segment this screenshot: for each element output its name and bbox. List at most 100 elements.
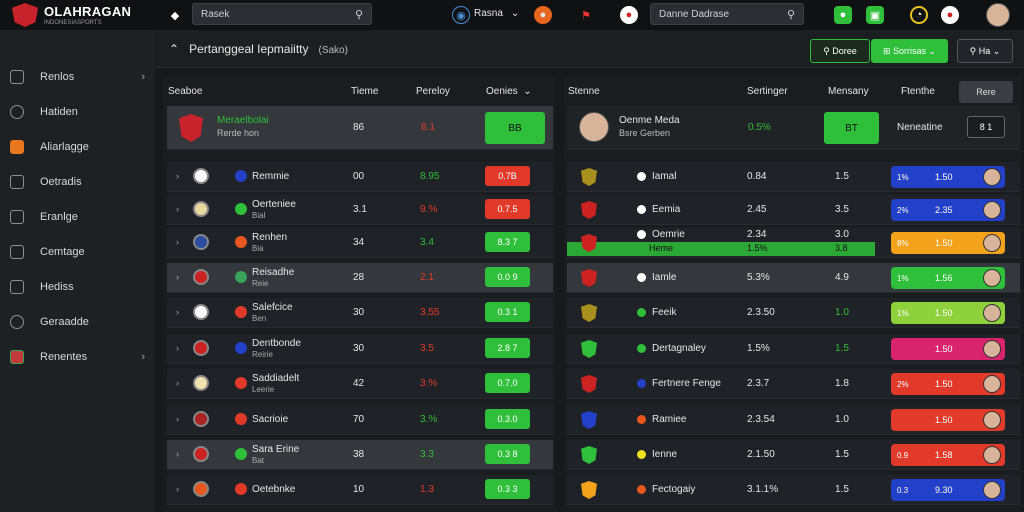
expand-icon[interactable]: › — [176, 171, 179, 181]
team-search-input[interactable]: Danne Dadrase ⚲ — [650, 3, 804, 25]
column-header-team[interactable]: Seaboe — [168, 86, 203, 97]
table-row[interactable]: Eemia 2.45 3.5 2% 2.35 — [567, 195, 1020, 225]
brand-logo[interactable]: OLAHRAGAN INDONESIASPORTS — [12, 3, 131, 27]
expand-icon[interactable]: › — [176, 204, 179, 214]
table-row[interactable]: Feeik 2.3.50 1.0 1% 1.50 — [567, 298, 1020, 328]
table-row[interactable]: Iamle 5.3% 4.9 1% 1.56 — [567, 263, 1020, 293]
sidebar-item-4[interactable]: Oetradis — [10, 172, 145, 192]
back-icon[interactable]: ⌃ — [169, 42, 180, 56]
table-row[interactable]: › Oerteniee Bial 3.1 9.% 0.7.5 — [167, 195, 553, 225]
table-row[interactable]: Dertagnaley 1.5% 1.5 1.50 — [567, 334, 1020, 364]
fire-icon[interactable]: ● — [534, 6, 552, 24]
expand-icon[interactable]: › — [176, 272, 179, 282]
search-input[interactable]: Rasek ⚲ — [192, 3, 372, 25]
odds-button[interactable]: 2.8 7 — [485, 338, 530, 358]
table-row[interactable]: Heme 1.5% 3.8 Oemrie 2.34 3.0 8% 1.50 — [567, 228, 1020, 258]
odds-button[interactable]: 0.3 3 — [485, 479, 530, 499]
odds-button[interactable]: 0.7B — [485, 166, 530, 186]
team-search-icon[interactable]: ⚲ — [786, 8, 795, 21]
table-row[interactable]: Ramiee 2.3.54 1.0 1.50 — [567, 405, 1020, 435]
form-chip[interactable]: 2% 1.50 — [891, 373, 1005, 395]
form-chip[interactable]: 1.50 — [891, 409, 1005, 431]
table-row[interactable]: › Salefcice Ben 30 3.55 0.3 1 — [167, 298, 553, 328]
odds-button[interactable]: 0.7.0 — [485, 373, 530, 393]
odds-button[interactable]: 0.7.5 — [485, 199, 530, 219]
search-icon[interactable]: ⚲ — [354, 8, 363, 21]
sidebar-item-3[interactable]: Aliarlagge — [10, 137, 145, 157]
menu-icon[interactable]: ◆ — [170, 9, 180, 22]
sidebar-item-9[interactable]: Renentes › — [10, 347, 145, 367]
sidebar-item-8[interactable]: Geraadde — [10, 312, 145, 332]
featured-player-row[interactable]: Oenme Meda Bsre Gerben 0.5% BT Neneatine… — [567, 106, 1020, 150]
featured-player-box[interactable]: 8 1 — [967, 116, 1005, 138]
settings-value: 2.3.54 — [747, 414, 775, 425]
table-row[interactable]: › Reisadhe Reie 28 2.1 0.0 9 — [167, 263, 553, 293]
sidebar-item-label: Renlos — [40, 71, 75, 83]
expand-icon[interactable]: › — [176, 343, 179, 353]
chat-icon[interactable]: ● — [834, 6, 852, 24]
flag-icon[interactable]: ⚑ — [581, 9, 591, 22]
column-header-settings[interactable]: Sertinger — [747, 86, 788, 97]
form-chip[interactable]: 1% 1.50 — [891, 166, 1005, 188]
sidebar-icon — [10, 315, 24, 329]
globe-icon[interactable]: ◉ — [452, 6, 470, 24]
form-chip[interactable]: 1.50 — [891, 338, 1005, 360]
sidebar-item-2[interactable]: Hatiden — [10, 102, 145, 122]
odds-button[interactable]: 0.3 1 — [485, 302, 530, 322]
sidebar-icon — [10, 70, 24, 84]
sidebar-item-5[interactable]: Eranlge — [10, 207, 145, 227]
search-button[interactable]: ⚲ Doree — [810, 39, 870, 63]
column-header-team[interactable]: Stenne — [568, 86, 600, 97]
clock-icon[interactable]: ◔ — [910, 6, 928, 24]
user-menu[interactable]: Rasna ⌄ — [474, 8, 519, 19]
avatar[interactable] — [986, 3, 1010, 27]
form-chip[interactable]: 8% 1.50 — [891, 232, 1005, 254]
table-row[interactable]: Ienne 2.1.50 1.5 0.9 1.58 — [567, 440, 1020, 470]
featured-row[interactable]: Meraelbolai Rerde hon 86 8.1 BB — [167, 106, 553, 150]
sidebar-item-7[interactable]: Hediss — [10, 277, 145, 297]
featured-odds-button[interactable]: BB — [485, 112, 545, 144]
odds-button[interactable]: 0.3 8 — [485, 444, 530, 464]
odds-button[interactable]: 0.3.0 — [485, 409, 530, 429]
table-row[interactable]: Fectogaiy 3.1.1% 1.5 0.3 9.30 — [567, 475, 1020, 505]
form-chip[interactable]: 0.9 1.58 — [891, 444, 1005, 466]
form-chip[interactable]: 1% 1.56 — [891, 267, 1005, 289]
column-header-form[interactable]: Ftenthe — [901, 86, 935, 97]
expand-icon[interactable]: › — [176, 484, 179, 494]
column-header-money[interactable]: Mensany — [828, 86, 869, 97]
expand-icon[interactable]: › — [176, 378, 179, 388]
table-row[interactable]: › Sacrioie 70 3.% 0.3.0 — [167, 405, 553, 435]
featured-player-odds-button[interactable]: BT — [824, 112, 879, 144]
expand-icon[interactable]: › — [176, 414, 179, 424]
form-chip[interactable]: 1% 1.50 — [891, 302, 1005, 324]
form-chip[interactable]: 0.3 9.30 — [891, 479, 1005, 501]
bookmark-icon[interactable]: ▣ — [866, 6, 884, 24]
expand-icon[interactable]: › — [176, 237, 179, 247]
column-header-period[interactable]: Pereloy — [416, 86, 450, 97]
table-row[interactable]: › Sara Erine Bat 38 3.3 0.3 8 — [167, 440, 553, 470]
table-row[interactable]: › Saddiadelt Leerie 42 3.% 0.7.0 — [167, 369, 553, 399]
odds-button[interactable]: 0.0 9 — [485, 267, 530, 287]
notification-icon[interactable]: ● — [941, 6, 959, 24]
find-button[interactable]: ⚲ Ha ⌄ — [957, 39, 1013, 63]
column-header-odds[interactable]: Oenies ⌄ — [486, 86, 532, 97]
table-row[interactable]: › Remmie 00 8.95 0.7B — [167, 162, 553, 192]
filter-button[interactable]: ⊞ Sorrisas ⌄ — [871, 39, 948, 63]
column-header-time[interactable]: Tieme — [351, 86, 379, 97]
expand-icon[interactable]: › — [176, 449, 179, 459]
table-row[interactable]: Iamal 0.84 1.5 1% 1.50 — [567, 162, 1020, 192]
odds-button[interactable]: 8.3 7 — [485, 232, 530, 252]
sidebar-item-1[interactable]: Renlos › — [10, 67, 145, 87]
table-row[interactable]: Fertnere Fenge 2.3.7 1.8 2% 1.50 — [567, 369, 1020, 399]
team-sub: Reirie — [252, 350, 273, 359]
expand-icon[interactable]: › — [176, 307, 179, 317]
club-badge-icon[interactable]: ● — [620, 6, 638, 24]
table-row[interactable]: › Oetebnke 10 1.3 0.3 3 — [167, 475, 553, 505]
team-name: Ienne — [652, 449, 678, 460]
table-row[interactable]: › Renhen Bia 34 3.4 8.3 7 — [167, 228, 553, 258]
reset-button[interactable]: Rere — [959, 81, 1013, 103]
team-dot-icon — [637, 172, 646, 181]
sidebar-item-6[interactable]: Cemtage — [10, 242, 145, 262]
form-chip[interactable]: 2% 2.35 — [891, 199, 1005, 221]
table-row[interactable]: › Dentbonde Reirie 30 3.5 2.8 7 — [167, 334, 553, 364]
